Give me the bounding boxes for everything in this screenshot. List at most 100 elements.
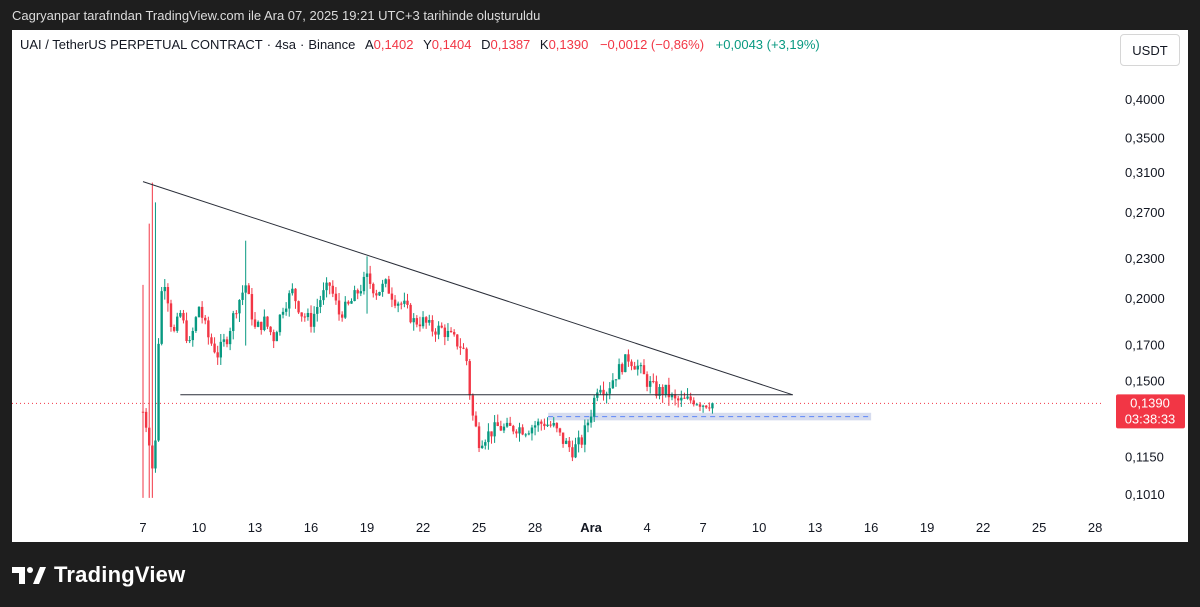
candle-body <box>689 396 692 401</box>
candle-body <box>524 434 527 436</box>
candle-body <box>571 447 574 458</box>
y-tick-label: 0,2000 <box>1125 291 1165 306</box>
candle-body <box>521 427 524 435</box>
chart-panel[interactable]: 0,4000 0,3500 0,3100 0,2700 0,2300 0,2000 0,17… <box>12 30 1188 542</box>
candle-body <box>452 332 456 335</box>
candle-body <box>564 440 568 444</box>
candle-body <box>160 291 163 344</box>
candle-body <box>309 312 313 327</box>
separator-dot: · <box>300 37 305 52</box>
y-tick-label: 0,1700 <box>1125 338 1165 353</box>
close-label: K <box>539 37 549 52</box>
candle-body <box>624 354 627 373</box>
candle-body <box>568 440 571 448</box>
candle-body <box>179 312 182 317</box>
currency-button[interactable]: USDT <box>1120 34 1180 66</box>
candle-body <box>157 343 160 441</box>
symbol-name[interactable]: UAI / TetherUS PERPETUAL CONTRACT <box>20 37 263 52</box>
y-tick-label: 0,3100 <box>1125 165 1165 180</box>
x-tick-label: 22 <box>416 520 430 535</box>
candle-body <box>701 405 705 407</box>
candle-body <box>334 293 338 301</box>
candle-body <box>443 327 447 338</box>
candle-body <box>683 397 686 399</box>
low-label: D <box>481 37 491 52</box>
candle-body <box>213 343 216 353</box>
candle-body <box>490 431 493 437</box>
interval-label[interactable]: 4sa <box>275 37 297 52</box>
candle-body <box>387 279 391 294</box>
x-tick-label: 10 <box>192 520 206 535</box>
separator-dot: · <box>266 37 272 52</box>
candle-body <box>238 299 241 314</box>
candle-body <box>225 339 229 345</box>
x-tick-label: Ara <box>580 520 602 535</box>
high-label: Y <box>423 37 432 52</box>
candle-body <box>281 311 285 315</box>
open-label: A <box>365 37 374 52</box>
candle-body <box>347 301 350 304</box>
candle-body <box>375 293 378 296</box>
candle-body <box>586 422 590 426</box>
candle-body <box>269 326 272 333</box>
candle-body <box>188 340 191 342</box>
candle-body <box>515 431 518 434</box>
candle-body <box>518 427 521 434</box>
candle-body <box>505 422 509 427</box>
candle-body <box>627 354 630 362</box>
candle-body <box>428 319 431 323</box>
candle-body <box>197 306 201 318</box>
candle-body <box>639 365 643 367</box>
x-tick-label: 10 <box>752 520 766 535</box>
candle-body <box>275 332 279 342</box>
candle-body <box>176 316 179 331</box>
x-tick-label: 7 <box>139 520 146 535</box>
y-tick-label: 0,2700 <box>1125 205 1165 220</box>
candle-body <box>207 320 210 338</box>
candle-body <box>400 303 403 305</box>
candle-body <box>692 400 695 405</box>
candle-body <box>599 389 602 393</box>
x-tick-label: 19 <box>920 520 934 535</box>
candle-body <box>266 316 269 327</box>
x-tick-label: 16 <box>864 520 878 535</box>
candle-body <box>337 300 341 315</box>
candle-body <box>708 407 711 409</box>
candle-body <box>272 332 275 342</box>
candle-body <box>558 428 562 433</box>
price-tag-countdown: 03:38:33 <box>1125 411 1176 426</box>
candle-body <box>219 341 222 358</box>
candle-body <box>695 404 699 406</box>
candle-body <box>303 316 307 318</box>
candle-body <box>204 317 207 321</box>
candle-body <box>418 324 422 327</box>
candle-body <box>144 411 148 428</box>
candle-body <box>344 301 347 318</box>
y-tick-label: 0,4000 <box>1125 92 1165 107</box>
x-tick-label: 16 <box>304 520 318 535</box>
candle-body <box>540 421 543 424</box>
x-tick-label: 19 <box>360 520 374 535</box>
candle-body <box>552 423 555 426</box>
candle-body <box>250 294 254 320</box>
price-chart[interactable]: 0,4000 0,3500 0,3100 0,2700 0,2300 0,2000 0,17… <box>12 30 1188 542</box>
candle-body <box>216 352 219 358</box>
candle-body <box>617 364 621 380</box>
open-value: 0,1402 <box>373 37 414 52</box>
candle-body <box>210 337 213 344</box>
candle-body <box>247 285 250 295</box>
candle-body <box>614 379 618 381</box>
candle-body <box>362 276 366 292</box>
candle-body <box>306 312 310 318</box>
candle-body <box>200 306 204 318</box>
candle-body <box>148 427 151 446</box>
candle-body <box>396 303 400 306</box>
candle-body <box>533 425 537 428</box>
candle-body <box>169 303 173 327</box>
candle-body <box>328 282 331 286</box>
candle-body <box>633 366 636 370</box>
candle-body <box>294 288 297 302</box>
descending-trendline <box>142 181 793 396</box>
candle-body <box>353 290 356 302</box>
candle-body <box>549 424 552 426</box>
